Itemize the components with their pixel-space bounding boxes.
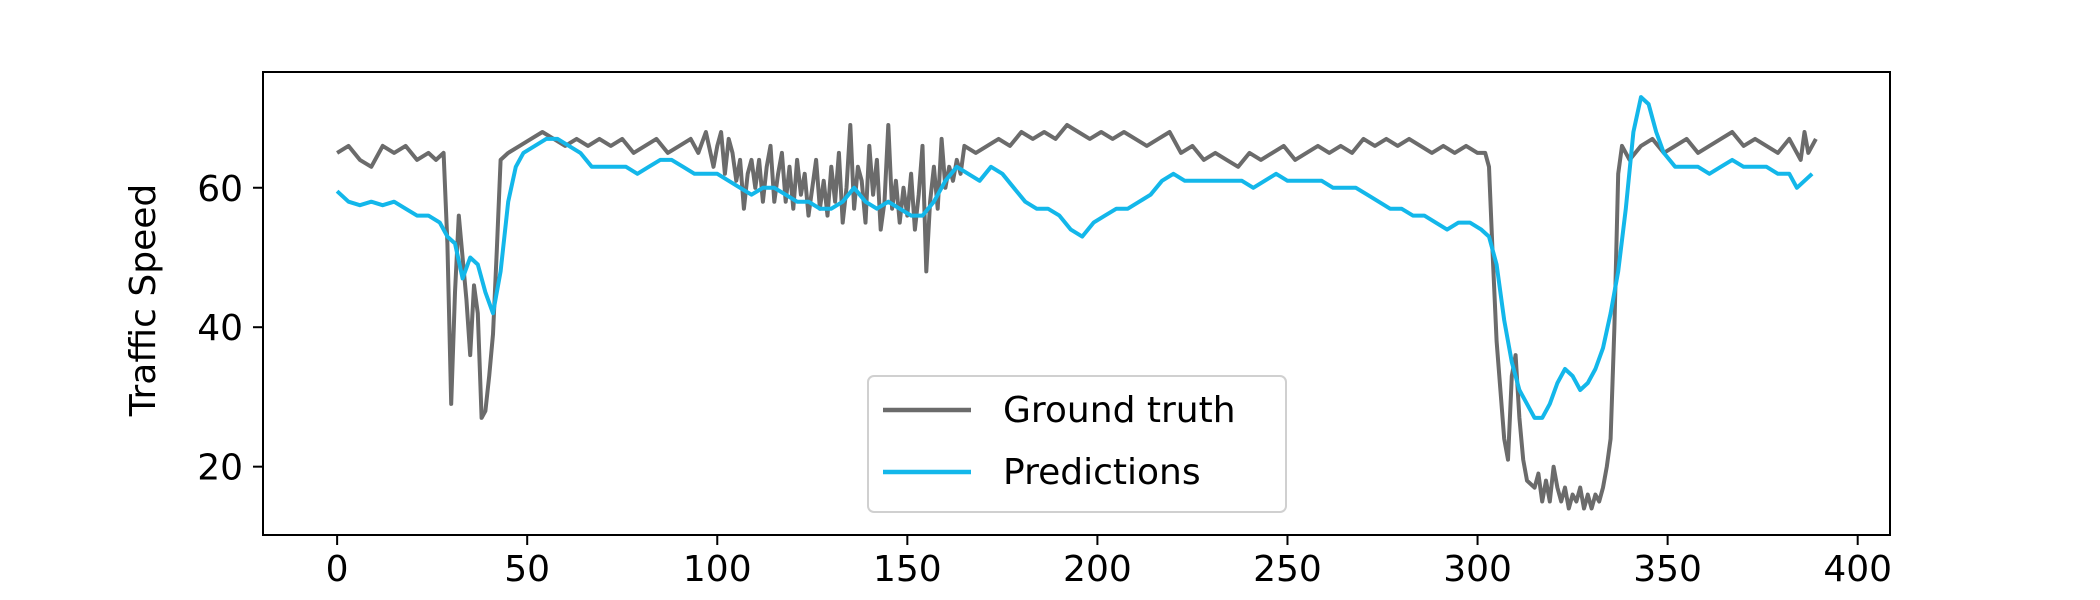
x-tick-label: 250 <box>1253 549 1322 590</box>
x-tick-label: 400 <box>1823 549 1892 590</box>
legend-label-ground-truth: Ground truth <box>1003 390 1236 431</box>
series-layer <box>335 95 1818 511</box>
series-line-ground-truth <box>336 123 1818 511</box>
x-tick-label: 200 <box>1063 549 1132 590</box>
x-tick-label: 300 <box>1443 549 1512 590</box>
legend-box <box>867 375 1287 513</box>
legend-label-predictions: Predictions <box>1003 452 1201 493</box>
x-tick-label: 100 <box>683 549 752 590</box>
x-tick-label: 50 <box>504 549 550 590</box>
y-axis-label: Traffic Speed <box>123 184 164 417</box>
x-tick-label: 0 <box>326 549 349 590</box>
x-tick-label: 350 <box>1633 549 1702 590</box>
x-axis: 0 50 100 150 200 250 300 350 400 <box>326 535 1892 590</box>
y-tick-label: 60 <box>197 169 243 210</box>
y-tick-label: 20 <box>197 448 243 489</box>
y-tick-label: 40 <box>197 308 243 349</box>
x-tick-label: 150 <box>873 549 942 590</box>
plot-frame <box>262 71 1891 536</box>
y-axis: 20 40 60 <box>197 169 263 489</box>
series-line-predictions <box>335 95 1814 420</box>
legend: Ground truth Predictions <box>867 375 1287 513</box>
